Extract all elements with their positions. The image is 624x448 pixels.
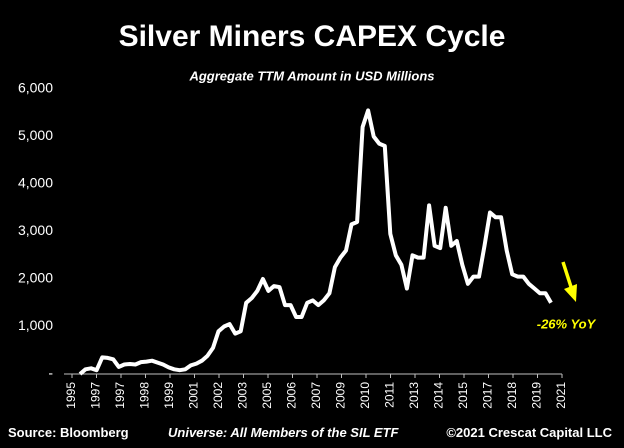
annotation-arrow	[561, 261, 574, 291]
source: Source: Bloomberg	[8, 425, 129, 440]
x-tick-label: 2021	[554, 382, 568, 409]
x-tick-label: 2005	[260, 382, 274, 409]
x-tick-label: 2017	[481, 382, 495, 409]
y-tick-label: 1,000	[18, 317, 53, 333]
y-tick-label: 2,000	[18, 270, 53, 286]
x-tick-label: 1999	[162, 382, 176, 409]
x-tick-label: 1995	[64, 382, 78, 409]
x-tick-label: 2015	[456, 382, 470, 409]
x-tick-label: 2018	[505, 382, 519, 409]
y-tick-label: 3,000	[18, 222, 53, 238]
x-tick-label: 1997	[113, 382, 127, 409]
data-line	[78, 108, 553, 376]
copyright: ©2021 Crescat Capital LLC	[446, 425, 612, 440]
x-tick-label: 2006	[285, 382, 299, 409]
x-tick-label: 2007	[309, 382, 323, 409]
x-tick-label: 2013	[407, 382, 421, 409]
y-tick-label: 4,000	[18, 175, 53, 191]
annotation-arrowhead	[564, 284, 577, 302]
x-tick-label: 2011	[383, 382, 397, 408]
x-tick-label: 2014	[432, 382, 446, 409]
chart-subtitle: Aggregate TTM Amount in USD Millions	[188, 68, 434, 83]
y-tick-label: 6,000	[18, 80, 53, 96]
x-tick-label: 1998	[138, 382, 152, 409]
x-tick-label: 2019	[530, 382, 544, 409]
x-tick-label: 2009	[334, 382, 348, 409]
chart-title: Silver Miners CAPEX Cycle	[119, 20, 506, 53]
x-tick-label: 2003	[236, 382, 250, 409]
annotation: -26% YoY	[537, 316, 597, 331]
x-tick-label: 1997	[89, 382, 103, 409]
y-tick-label: 5,000	[18, 127, 53, 143]
universe-note: Universe: All Members of the SIL ETF	[168, 425, 399, 440]
x-tick-label: 2002	[211, 382, 225, 409]
x-tick-label: 2010	[358, 382, 372, 409]
x-tick-label: 2001	[187, 382, 201, 409]
y-tick-label: -	[48, 365, 53, 381]
